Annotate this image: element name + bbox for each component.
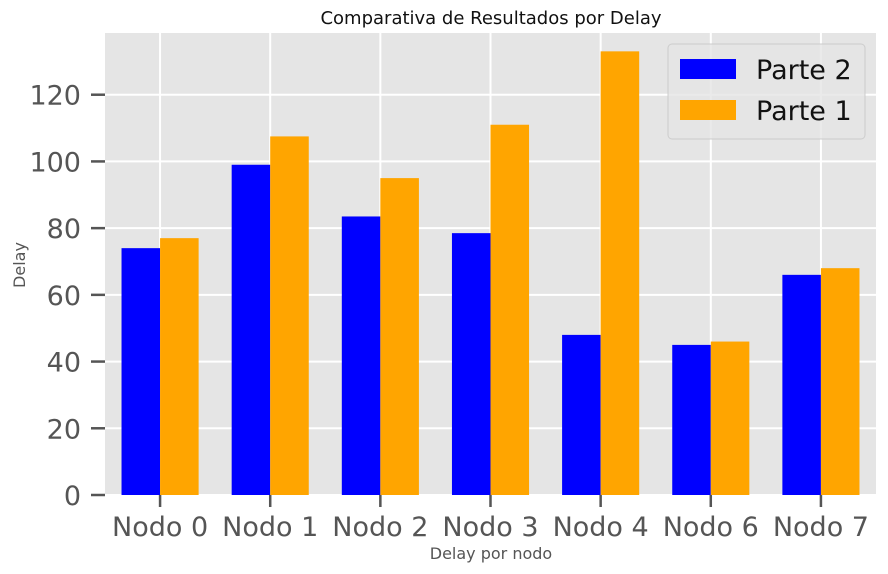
bar-parte-2-nodo-4 [562,334,601,495]
x-tick-label: Nodo 3 [442,512,538,543]
y-tick-label: 20 [47,414,81,445]
bar-parte-1-nodo-7 [820,268,860,495]
bar-parte-1-nodo-6 [710,341,750,495]
y-tick-label: 60 [47,281,81,312]
legend-label: Parte 2 [756,55,852,86]
chart-title: Comparativa de Resultados por Delay [320,8,661,29]
y-tick-label: 120 [29,81,81,112]
x-tick-label: Nodo 1 [222,512,318,543]
x-tick-label: Nodo 2 [332,512,428,543]
bar-parte-2-nodo-6 [672,344,711,495]
legend-label: Parte 1 [756,96,852,127]
x-tick-label: Nodo 0 [112,512,208,543]
legend-swatch [680,100,736,120]
bar-parte-2-nodo-1 [231,164,271,496]
y-tick-label: 0 [64,481,81,512]
bar-parte-2-nodo-2 [341,216,381,495]
bars [121,51,860,496]
bar-parte-1-nodo-3 [490,124,530,495]
y-tick-label: 100 [29,147,81,178]
y-tick-label: 40 [47,348,81,379]
bar-parte-2-nodo-0 [121,248,161,495]
bar-parte-2-nodo-7 [782,274,821,495]
y-tick-label: 80 [47,214,81,245]
x-axis-label: Delay por nodo [430,544,552,563]
legend-swatch [680,59,736,79]
bar-parte-1-nodo-4 [600,51,640,496]
bar-parte-1-nodo-0 [160,238,199,495]
x-tick-label: Nodo 7 [773,512,869,543]
y-axis-label: Delay [10,242,29,288]
bar-parte-2-nodo-3 [451,233,491,495]
x-tick-label: Nodo 4 [553,512,649,543]
bar-parte-1-nodo-2 [380,178,419,496]
bar-parte-1-nodo-1 [270,136,309,495]
axes: 0 20 40 60 80 100 120 Nodo 0 Nodo 1 Nodo 2 Nodo 3 N… [29,81,869,543]
legend: Parte 2 Parte 1 [667,43,866,140]
x-tick-label: Nodo 6 [663,512,759,543]
